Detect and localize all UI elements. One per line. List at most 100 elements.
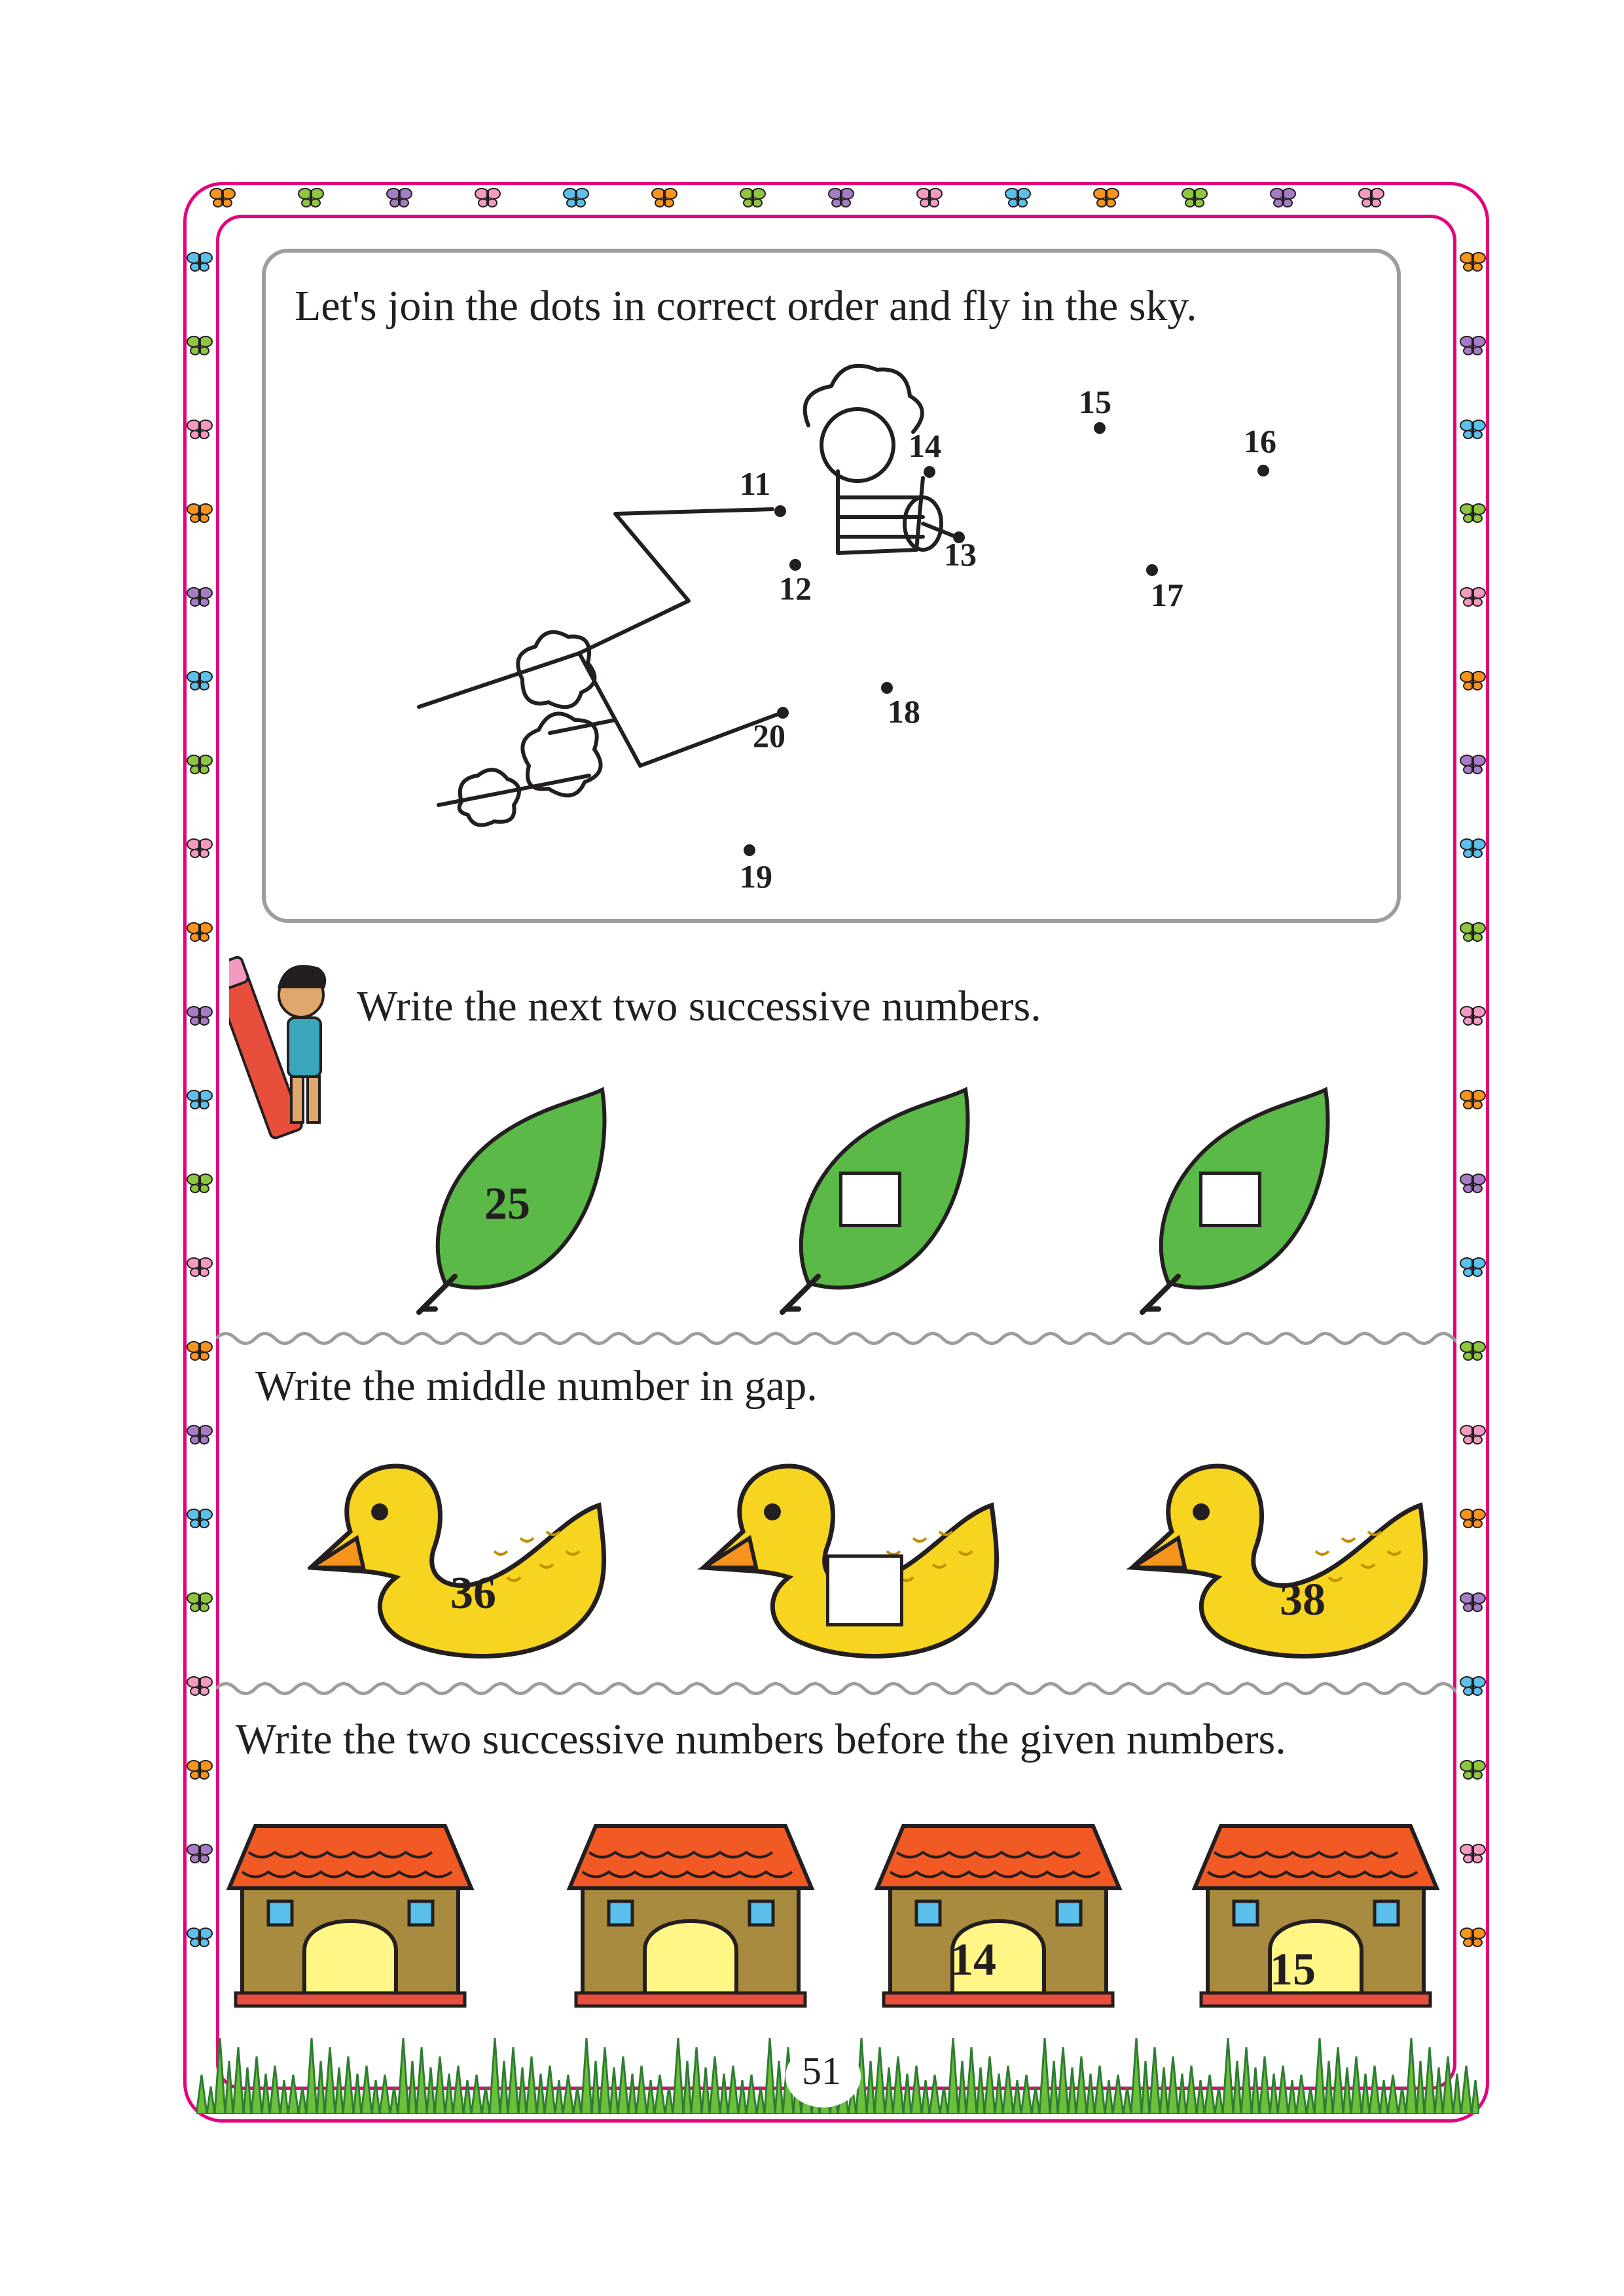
houses-row [223,1820,1447,2016]
butterfly-icon [298,188,324,207]
smoke-puff-icon [457,768,521,827]
page-number: 51 [802,2049,841,2092]
butterfly-icon [187,336,213,355]
section3-instruction: Write the middle number in gap. [255,1362,818,1410]
butterfly-icon [1460,922,1486,942]
butterfly-icon [187,1760,213,1780]
speed-line [417,651,581,709]
dot-label-15: 15 [1079,384,1111,420]
butterfly-icon [187,1090,213,1109]
duck-number-3: 38 [1280,1575,1326,1625]
butterfly-icon [1460,1844,1486,1863]
butterfly-icon [187,587,213,607]
dot-11 [774,505,786,517]
butterfly-icon [1460,252,1486,272]
butterfly-icon [828,188,854,207]
rocket-boy-drawing [417,363,958,827]
leaf-answer-box-2[interactable] [1199,1172,1261,1227]
butterfly-icon [1460,838,1486,858]
butterfly-icon [1182,188,1208,207]
butterfly-icon [187,503,213,523]
butterfly-icon [1460,1676,1486,1696]
butterfly-icon [1460,1509,1486,1528]
butterfly-icon [187,1592,213,1612]
butterfly-icon [1460,1760,1486,1780]
butterfly-icon [475,188,501,207]
butterfly-icon [1460,1006,1486,1026]
butterfly-icon [1358,188,1384,207]
butterfly-icon [187,420,213,439]
wavy-divider-2 [216,1682,1456,1695]
butterfly-icon [187,252,213,272]
section1-instruction: Let's join the dots in correct order and… [295,282,1197,330]
dot-18 [881,682,893,694]
dot-label-20: 20 [753,717,785,754]
dot-label-16: 16 [1244,423,1276,459]
dot-label-13: 13 [944,536,977,573]
house-3 [877,1826,1119,2006]
house-number-4: 15 [1270,1945,1316,1995]
dot-14 [924,466,935,478]
dot-label-11: 11 [740,465,771,502]
smoke-puff-icon [516,630,597,709]
house-number-3: 14 [950,1935,996,1985]
page-frame-outer [183,182,1489,2123]
duck-answer-box[interactable] [826,1554,903,1626]
dot-label-17: 17 [1151,577,1183,613]
butterfly-icon [187,1676,213,1696]
dot-20 [777,707,789,719]
dot-label-18: 18 [888,693,920,730]
house-2 [569,1826,812,2006]
butterfly-icon [187,838,213,858]
duck-number-1: 36 [450,1568,496,1619]
butterfly-icon [1460,671,1486,691]
butterfly-icon [187,1006,213,1026]
butterfly-icon [187,1509,213,1528]
butterfly-icon [1460,1592,1486,1612]
butterfly-icon [1005,188,1031,207]
boy-hair [803,363,924,434]
butterfly-icon [1460,1928,1486,1947]
butterfly-icon [1460,1090,1486,1109]
butterfly-icon [187,1341,213,1361]
duck-3 [1132,1466,1426,1656]
butterfly-icon [187,1174,213,1193]
butterfly-icon [1460,1257,1486,1277]
butterfly-icon [1460,755,1486,774]
dot-to-dot-panel [262,249,1401,923]
butterfly-icon [209,188,236,207]
butterfly-icon [187,1844,213,1863]
butterfly-icon [1460,1425,1486,1444]
section4-instruction: Write the two successive numbers before … [236,1715,1286,1763]
butterfly-icon [1270,188,1296,207]
house-4 [1195,1826,1437,2006]
butterfly-icon [187,1257,213,1277]
butterfly-icon [740,188,766,207]
dot-17 [1146,564,1158,576]
leaf-answer-box-1[interactable] [839,1172,901,1227]
butterfly-icon [1460,587,1486,607]
butterfly-icon [187,1928,213,1947]
leaf-number-1: 25 [484,1179,530,1229]
dot-12 [789,559,801,571]
butterfly-icon [651,188,677,207]
butterfly-icon [1460,420,1486,439]
wavy-divider-1 [216,1332,1456,1345]
house-1 [229,1826,471,2006]
butterfly-icon [187,1425,213,1444]
butterfly-icon [1460,336,1486,355]
butterfly-icon [1460,503,1486,523]
butterfly-icon [187,922,213,942]
butterfly-icon [386,188,412,207]
butterfly-icon [916,188,943,207]
dot-label-14: 14 [909,427,941,464]
butterfly-icon [1093,188,1119,207]
dot-label-12: 12 [779,570,812,607]
page-number-badge [785,2045,861,2108]
butterfly-icon [187,671,213,691]
section2-instruction: Write the next two successive numbers. [357,982,1041,1030]
butterfly-icon [1460,1174,1486,1193]
butterfly-icon [1460,1341,1486,1361]
dot-16 [1257,465,1269,476]
